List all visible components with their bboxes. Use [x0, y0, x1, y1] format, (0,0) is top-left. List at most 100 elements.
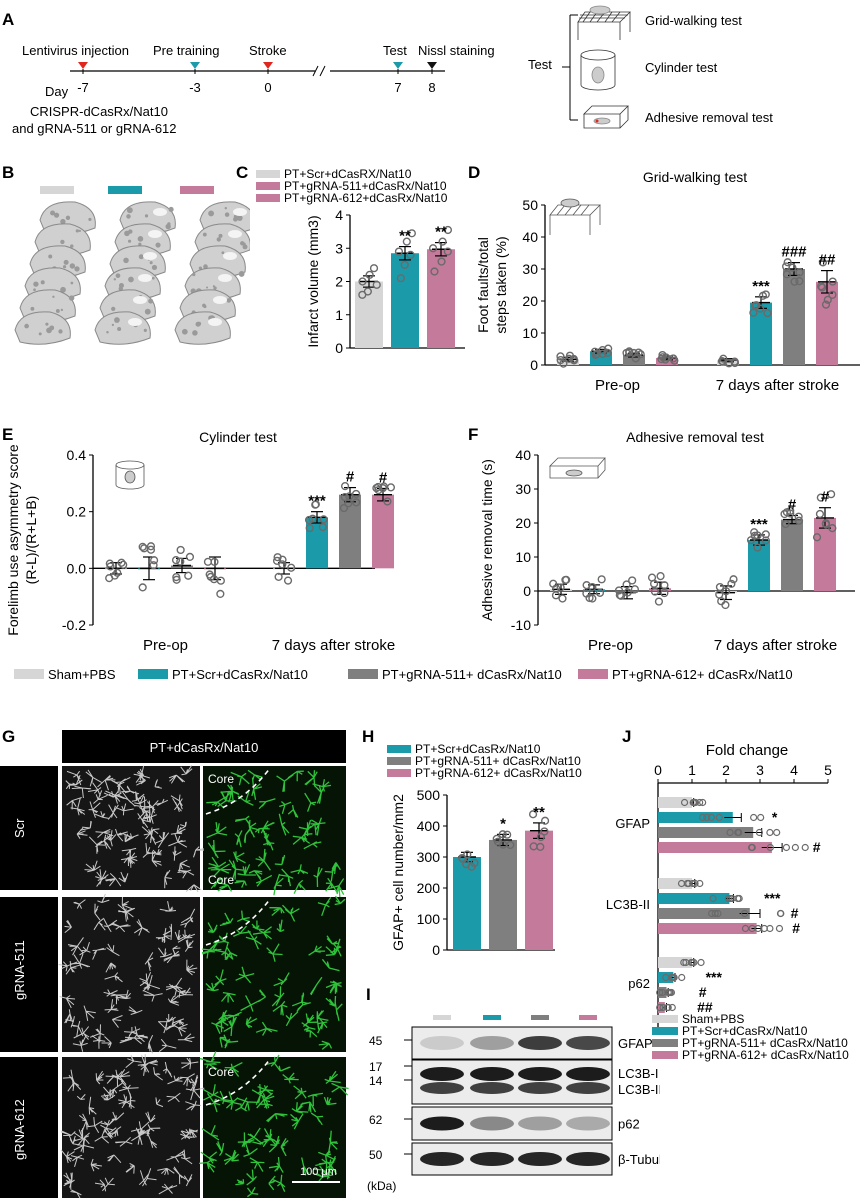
- y-tick-label: 0.2: [67, 504, 87, 520]
- data-point: [492, 834, 501, 843]
- data-point: [663, 1003, 671, 1012]
- astrocyte-green: [258, 798, 276, 810]
- data-point: [709, 894, 717, 903]
- astrocyte-green: [220, 991, 236, 1003]
- slice-texture: [138, 254, 144, 260]
- astrocyte-green: [224, 1062, 243, 1077]
- astrocyte-green: [210, 863, 232, 877]
- data-point: [318, 522, 327, 532]
- astrocyte-green: [219, 1036, 231, 1048]
- astrocyte-green: [219, 912, 234, 927]
- data-point: [741, 924, 750, 933]
- astrocyte-gray: [66, 797, 82, 810]
- astrocyte-gray: [60, 1149, 75, 1164]
- y-tick-label: 100: [417, 911, 441, 927]
- data-point: [396, 274, 405, 283]
- legend-label: PT+Scr+dCasRX/Nat10: [284, 167, 412, 181]
- bar: [391, 253, 419, 348]
- bar: [453, 857, 481, 950]
- astrocyte-gray: [155, 798, 169, 806]
- astrocyte-green: [198, 1159, 216, 1173]
- protein-band: [518, 1082, 562, 1094]
- data-point: [724, 359, 734, 368]
- data-point: [622, 348, 631, 358]
- data-point: [176, 557, 185, 566]
- astrocyte-green: [216, 1141, 225, 1156]
- data-point: [782, 262, 791, 271]
- astrocyte-gray: [180, 765, 193, 776]
- astrocyte-gray: [119, 1033, 133, 1044]
- astrocyte-gray: [65, 1016, 75, 1028]
- astrocyte-gray: [131, 791, 145, 802]
- y-tick-label: 4: [335, 207, 343, 223]
- chart-title: Fold change: [706, 742, 789, 759]
- molecular-weight-label: 50: [369, 1148, 383, 1162]
- data-point: [216, 589, 225, 599]
- bar: [355, 281, 383, 348]
- category-label: GFAP: [615, 816, 650, 831]
- astrocyte-gray: [154, 779, 162, 789]
- astrocyte-gray: [138, 1121, 150, 1135]
- molecular-weight-label: 14: [369, 1074, 383, 1088]
- astrocyte-green: [278, 868, 294, 887]
- data-point: [407, 229, 416, 238]
- data-point: [176, 545, 185, 555]
- slice-texture: [203, 264, 208, 269]
- icon-shape: [124, 470, 136, 484]
- data-point: [816, 493, 825, 502]
- astrocyte-green: [274, 854, 286, 866]
- astrocyte-green: [257, 1085, 274, 1095]
- data-point: [402, 237, 411, 246]
- astrocyte-green: [328, 1130, 338, 1152]
- data-point: [727, 579, 736, 588]
- legend-swatch: [387, 769, 411, 777]
- data-point: [757, 813, 765, 822]
- astrocyte-green: [276, 919, 285, 933]
- data-point: [682, 958, 690, 967]
- category-label: LC3B-II: [606, 897, 650, 912]
- astrocyte-gray: [111, 1015, 123, 1028]
- bar: [816, 281, 838, 365]
- data-point: [528, 810, 538, 819]
- data-point: [536, 842, 545, 851]
- astrocyte-gray: [115, 828, 128, 842]
- slice-texture: [218, 233, 223, 238]
- protein-band: [566, 1116, 610, 1131]
- slice-texture: [63, 259, 69, 265]
- grid-walking-icon: [549, 198, 601, 235]
- icon-shape: [565, 469, 583, 477]
- slice-texture: [68, 295, 75, 301]
- infarct-region: [138, 274, 152, 282]
- astrocyte-green: [326, 1159, 333, 1180]
- timeline-arrow-marker: [263, 62, 273, 69]
- astrocyte-green: [331, 862, 341, 874]
- astrocyte-green: [325, 1155, 338, 1175]
- bar: [489, 839, 517, 950]
- y-axis-title: Forelimb use asymmetry score: [5, 444, 21, 636]
- slice-texture: [70, 244, 74, 248]
- astrocyte-green: [278, 813, 290, 836]
- astrocyte-gray: [108, 1082, 123, 1098]
- data-point: [556, 583, 565, 592]
- astrocyte-gray: [65, 1172, 75, 1190]
- brain-slice: [14, 311, 71, 345]
- data-point: [656, 988, 664, 997]
- astrocyte-gray: [107, 804, 119, 820]
- data-point: [783, 258, 792, 267]
- row-label-strip: [0, 897, 58, 1052]
- astrocyte-green: [211, 1017, 227, 1034]
- astrocyte-gray: [64, 919, 72, 933]
- astrocyte-gray: [158, 1013, 176, 1023]
- astrocyte-green: [246, 1186, 259, 1198]
- data-point: [287, 563, 296, 572]
- astrocyte-gray: [178, 859, 191, 873]
- astrocyte-gray: [141, 826, 153, 840]
- data-point: [752, 301, 761, 310]
- data-point: [283, 576, 293, 585]
- icon-shape: [560, 198, 580, 208]
- data-point: [748, 843, 756, 852]
- significance-label: #: [379, 469, 388, 486]
- brain-slice: [94, 311, 151, 345]
- data-point: [598, 349, 607, 358]
